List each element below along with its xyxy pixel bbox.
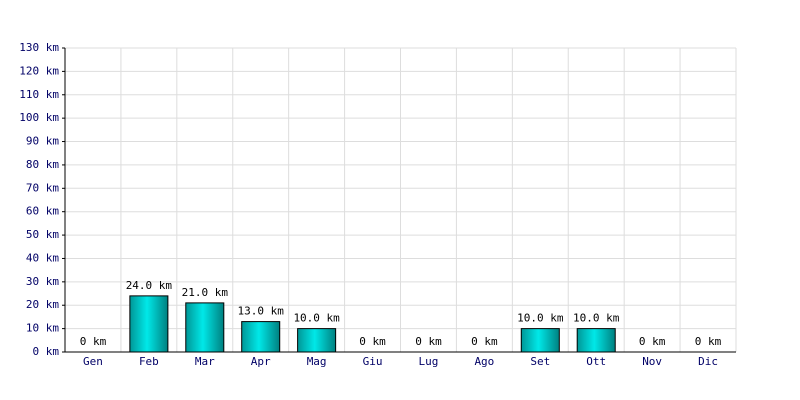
value-label: 0 km — [359, 335, 386, 348]
y-tick-label: 80 km — [26, 158, 59, 171]
value-label: 13.0 km — [238, 305, 285, 318]
x-tick-label: Mar — [195, 355, 215, 368]
value-label: 10.0 km — [573, 312, 620, 325]
value-label: 24.0 km — [126, 279, 173, 292]
y-tick-label: 20 km — [26, 298, 59, 311]
y-tick-label: 0 km — [33, 345, 60, 358]
x-tick-label: Dic — [698, 355, 718, 368]
y-tick-label: 130 km — [19, 41, 59, 54]
value-label: 21.0 km — [182, 286, 229, 299]
y-tick-label: 50 km — [26, 228, 59, 241]
y-tick-label: 30 km — [26, 275, 59, 288]
value-label: 10.0 km — [293, 312, 340, 325]
y-tick-label: 100 km — [19, 111, 59, 124]
y-tick-label: 40 km — [26, 251, 59, 264]
x-tick-label: Lug — [419, 355, 439, 368]
bar — [520, 328, 560, 353]
x-tick-label: Set — [530, 355, 550, 368]
x-tick-label: Gen — [83, 355, 103, 368]
value-label: 0 km — [471, 335, 498, 348]
bar — [297, 328, 337, 353]
value-label: 0 km — [695, 335, 722, 348]
y-tick-label: 90 km — [26, 135, 59, 148]
x-tick-label: Mag — [307, 355, 327, 368]
bar — [576, 328, 616, 353]
x-tick-label: Ott — [586, 355, 606, 368]
value-label: 0 km — [639, 335, 666, 348]
bar — [129, 295, 169, 353]
y-tick-label: 70 km — [26, 181, 59, 194]
value-label: 0 km — [415, 335, 442, 348]
x-tick-label: Giu — [363, 355, 383, 368]
y-tick-label: 120 km — [19, 64, 59, 77]
value-label: 10.0 km — [517, 312, 564, 325]
x-tick-label: Nov — [642, 355, 662, 368]
x-tick-label: Feb — [139, 355, 159, 368]
y-tick-label: 110 km — [19, 88, 59, 101]
x-tick-label: Ago — [474, 355, 494, 368]
y-tick-label: 10 km — [26, 322, 59, 335]
bar — [241, 321, 281, 353]
value-label: 0 km — [80, 335, 107, 348]
y-tick-label: 60 km — [26, 205, 59, 218]
x-tick-label: Apr — [251, 355, 271, 368]
bar — [185, 302, 225, 353]
